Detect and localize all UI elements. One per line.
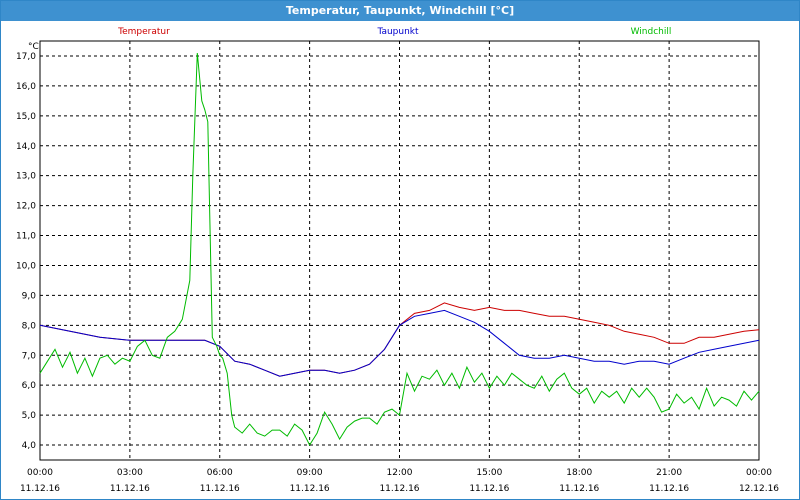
legend-entry: Windchill <box>631 27 672 37</box>
x-tick-date-label: 12.12.16 <box>739 484 779 494</box>
y-tick-label: 9,0 <box>22 291 37 301</box>
plot-frame <box>39 40 760 461</box>
x-tick-time-label: 00:00 <box>746 468 772 478</box>
x-tick-time-label: 21:00 <box>656 468 682 478</box>
legend-entry: Taupunkt <box>376 27 419 37</box>
y-tick-label: 6,0 <box>22 381 37 391</box>
x-tick-time-label: 15:00 <box>476 468 502 478</box>
x-tick-date-label: 11.12.16 <box>110 484 150 494</box>
y-tick-label: 10,0 <box>16 261 36 271</box>
y-axis-label: °C <box>28 42 39 52</box>
x-tick-time-label: 06:00 <box>207 468 233 478</box>
line-chart: 4,0 5,0 6,0 7,0 8,0 9,0 10,0 11,0 12,0 13,0 14,0 15… <box>16 27 779 494</box>
y-tick-label: 7,0 <box>22 351 37 361</box>
x-tick-time-label: 09:00 <box>297 468 323 478</box>
x-tick-date-label: 11.12.16 <box>200 484 240 494</box>
y-tick-label: 11,0 <box>16 232 36 242</box>
legend-entry: Temperatur <box>117 27 170 37</box>
x-tick-time-label: 12:00 <box>387 468 413 478</box>
x-tick-date-label: 11.12.16 <box>469 484 509 494</box>
x-tick-date-label: 11.12.16 <box>290 484 330 494</box>
x-tick-time-label: 00:00 <box>27 468 53 478</box>
window-title: Temperatur, Taupunkt, Windchill [°C] <box>1 1 799 21</box>
x-tick-time-label: 18:00 <box>566 468 592 478</box>
series-line-windchill <box>39 52 760 447</box>
x-tick-time-label: 03:00 <box>117 468 143 478</box>
y-tick-label: 8,0 <box>22 321 37 331</box>
x-tick-date-label: 11.12.16 <box>649 484 689 494</box>
y-tick-label: 5,0 <box>22 411 37 421</box>
series-line-taupunkt <box>39 309 760 377</box>
y-tick-label: 12,0 <box>16 202 36 212</box>
y-tick-label: 13,0 <box>16 172 36 182</box>
y-tick-label: 4,0 <box>22 441 37 451</box>
y-tick-label: 17,0 <box>16 52 36 62</box>
y-tick-label: 16,0 <box>16 82 36 92</box>
y-tick-label: 15,0 <box>16 112 36 122</box>
x-tick-date-label: 11.12.16 <box>559 484 599 494</box>
y-tick-label: 14,0 <box>16 142 36 152</box>
x-tick-date-label: 11.12.16 <box>20 484 60 494</box>
x-tick-date-label: 11.12.16 <box>379 484 419 494</box>
